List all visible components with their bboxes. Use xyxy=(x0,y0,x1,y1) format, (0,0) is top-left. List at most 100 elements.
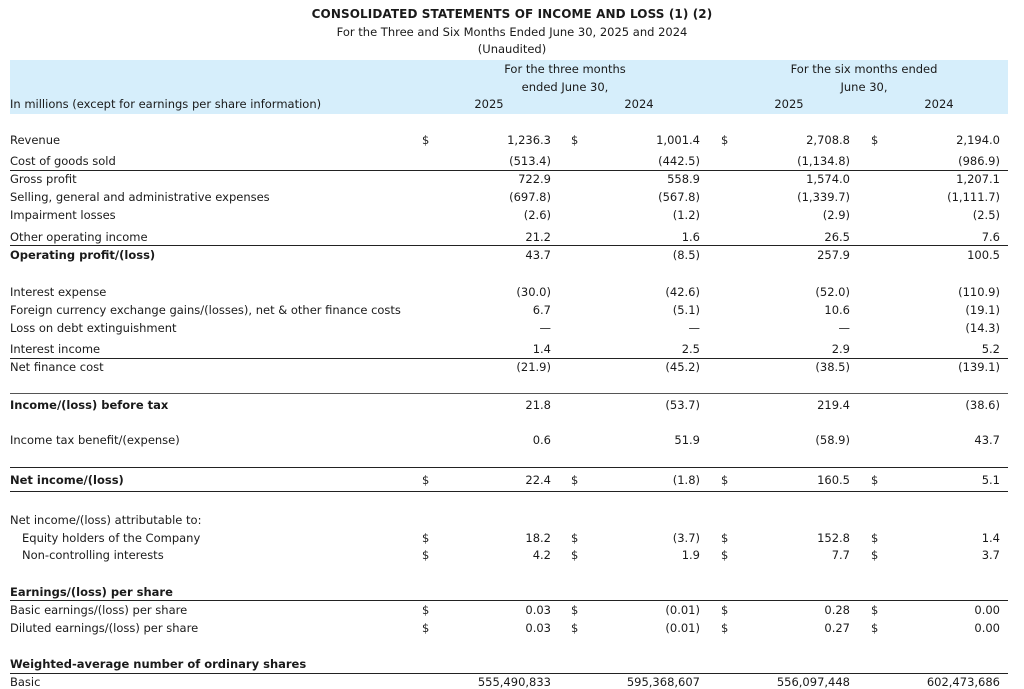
value-cell: 555,490,833 xyxy=(477,675,551,689)
currency-symbol: $ xyxy=(571,531,579,545)
unaudited-note: (Unaudited) xyxy=(477,42,547,56)
row-label: Selling, general and administrative expe… xyxy=(10,190,270,204)
value-cell: 7.7 xyxy=(831,548,850,562)
value-cell: (30.0) xyxy=(516,285,551,299)
row-label: Operating profit/(loss) xyxy=(10,248,156,262)
currency-symbol: $ xyxy=(721,621,729,635)
currency-symbol: $ xyxy=(871,133,879,147)
currency-symbol: $ xyxy=(571,133,579,147)
table-rule xyxy=(10,245,1008,246)
value-cell: 0.28 xyxy=(824,603,850,617)
table-rule xyxy=(10,170,1008,171)
value-cell: (1,111.7) xyxy=(947,190,1000,204)
three-months-header-line2: ended June 30, xyxy=(521,80,609,94)
value-cell: 6.7 xyxy=(532,303,551,317)
currency-symbol: $ xyxy=(422,531,430,545)
value-cell: 26.5 xyxy=(824,230,850,244)
three-months-header-line1: For the three months xyxy=(504,62,626,76)
currency-symbol: $ xyxy=(721,531,729,545)
value-cell: (5.1) xyxy=(672,303,700,317)
row-label: Basic xyxy=(10,675,41,689)
value-cell: 2,194.0 xyxy=(956,133,1000,147)
row-label: Foreign currency exchange gains/(losses)… xyxy=(10,303,401,317)
value-cell: (2.6) xyxy=(523,208,551,222)
value-cell: (45.2) xyxy=(665,360,700,374)
value-cell: 1.4 xyxy=(981,531,1000,545)
currency-symbol: $ xyxy=(422,133,430,147)
currency-symbol: $ xyxy=(721,133,729,147)
value-cell: (38.6) xyxy=(965,398,1000,412)
row-label: Earnings/(loss) per share xyxy=(10,585,173,599)
value-cell: 18.2 xyxy=(525,531,551,545)
year-header-2: 2024 xyxy=(624,97,654,111)
value-cell: 2.9 xyxy=(831,342,850,356)
value-cell: 160.5 xyxy=(817,473,850,487)
value-cell: 602,473,686 xyxy=(926,675,1000,689)
value-cell: 5.2 xyxy=(981,342,1000,356)
value-cell: (53.7) xyxy=(665,398,700,412)
currency-symbol: $ xyxy=(721,548,729,562)
row-label: Other operating income xyxy=(10,230,148,244)
currency-symbol: $ xyxy=(871,603,879,617)
row-label: Non-controlling interests xyxy=(22,548,164,562)
value-cell: 2.5 xyxy=(681,342,700,356)
value-cell: (697.8) xyxy=(509,190,551,204)
currency-symbol: $ xyxy=(422,548,430,562)
value-cell: (2.5) xyxy=(972,208,1000,222)
value-cell: — xyxy=(539,321,552,335)
value-cell: 1,574.0 xyxy=(806,172,850,186)
currency-symbol: $ xyxy=(571,621,579,635)
currency-symbol: $ xyxy=(422,603,430,617)
currency-symbol: $ xyxy=(571,473,579,487)
value-cell: (3.7) xyxy=(672,531,700,545)
value-cell: (567.8) xyxy=(658,190,700,204)
table-rule xyxy=(10,393,1008,394)
table-rule xyxy=(10,358,1008,359)
value-cell: (38.5) xyxy=(815,360,850,374)
value-cell: 1.6 xyxy=(681,230,700,244)
six-months-header-line2: June 30, xyxy=(840,80,888,94)
value-cell: 595,368,607 xyxy=(626,675,700,689)
value-cell: 152.8 xyxy=(817,531,850,545)
value-cell: (58.9) xyxy=(815,433,850,447)
value-cell: (513.4) xyxy=(509,154,551,168)
table-rule xyxy=(10,467,1008,468)
currency-symbol: $ xyxy=(721,603,729,617)
value-cell: 43.7 xyxy=(525,248,551,262)
row-label: Impairment losses xyxy=(10,208,116,222)
currency-symbol: $ xyxy=(422,621,430,635)
column-header-band xyxy=(10,60,1008,114)
row-label: Basic earnings/(loss) per share xyxy=(10,603,188,617)
value-cell: 219.4 xyxy=(817,398,850,412)
row-label: Revenue xyxy=(10,133,61,147)
value-cell: (110.9) xyxy=(958,285,1000,299)
value-cell: (19.1) xyxy=(965,303,1000,317)
value-cell: (1.2) xyxy=(672,208,700,222)
value-cell: 1.4 xyxy=(532,342,551,356)
value-cell: 51.9 xyxy=(674,433,700,447)
value-cell: 21.2 xyxy=(525,230,551,244)
value-cell: 100.5 xyxy=(967,248,1000,262)
row-label: Equity holders of the Company xyxy=(22,531,201,545)
row-label: Gross profit xyxy=(10,172,77,186)
value-cell: (52.0) xyxy=(815,285,850,299)
value-cell: 722.9 xyxy=(518,172,551,186)
currency-symbol: $ xyxy=(871,473,879,487)
value-cell: 1.9 xyxy=(681,548,700,562)
currency-symbol: $ xyxy=(871,621,879,635)
value-cell: (42.6) xyxy=(665,285,700,299)
six-months-header-line1: For the six months ended xyxy=(790,62,938,76)
value-cell: 1,236.3 xyxy=(507,133,551,147)
row-label: Weighted-average number of ordinary shar… xyxy=(10,657,307,671)
value-cell: 4.2 xyxy=(532,548,551,562)
value-cell: 2,708.8 xyxy=(806,133,850,147)
value-cell: (14.3) xyxy=(965,321,1000,335)
value-cell: 0.00 xyxy=(974,603,1000,617)
value-cell: — xyxy=(688,321,701,335)
value-cell: — xyxy=(838,321,851,335)
value-cell: 10.6 xyxy=(824,303,850,317)
value-cell: (0.01) xyxy=(665,603,700,617)
value-cell: (8.5) xyxy=(672,248,700,262)
value-cell: (986.9) xyxy=(958,154,1000,168)
row-label: Cost of goods sold xyxy=(10,154,116,168)
